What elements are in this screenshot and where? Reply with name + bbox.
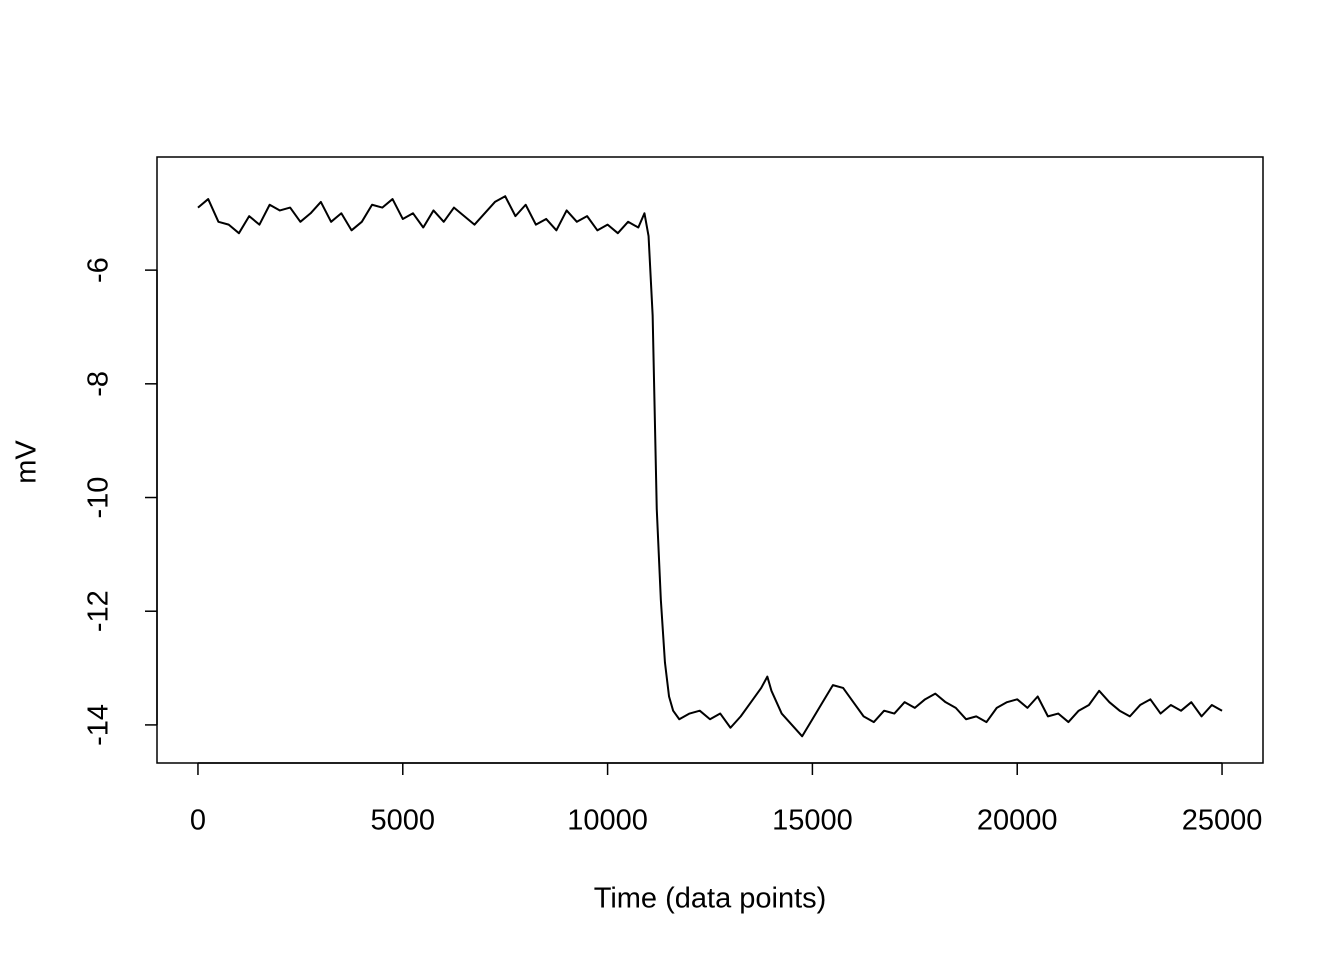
x-tick-label: 25000 xyxy=(1182,805,1263,837)
data-line xyxy=(197,195,1223,738)
plot-box xyxy=(156,156,1264,764)
y-axis-label: mV xyxy=(11,440,43,484)
x-axis-label: Time (data points) xyxy=(594,883,827,915)
y-tick-label: -6 xyxy=(83,257,115,283)
x-tick-label: 20000 xyxy=(977,805,1058,837)
y-tick-label: -8 xyxy=(83,371,115,397)
x-tick-label: 15000 xyxy=(772,805,853,837)
y-tick-label: -10 xyxy=(83,477,115,519)
x-tick-label: 10000 xyxy=(567,805,648,837)
y-tick-label: -14 xyxy=(83,704,115,746)
x-tick-label: 5000 xyxy=(371,805,436,837)
y-tick-label: -12 xyxy=(83,590,115,632)
x-tick-label: 0 xyxy=(190,805,206,837)
